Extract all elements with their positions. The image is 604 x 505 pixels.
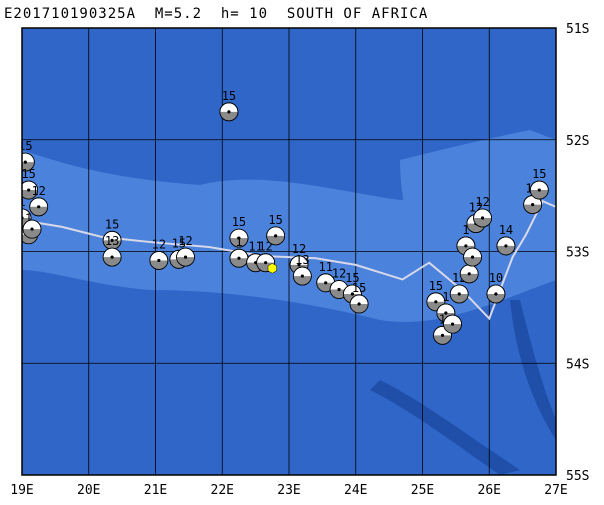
latitude-tick-labels: 51S 52S 53S 54S 55S [566, 22, 589, 484]
focal-mechanism-beachball: 15 [18, 139, 35, 172]
event-depth-label: 13 [295, 253, 309, 267]
event-depth-label: 15 [268, 213, 282, 227]
focal-mechanism-beachball: 15 [219, 89, 239, 122]
focal-mechanism-beachball: 15 [21, 167, 39, 200]
event-depth-label: 15 [172, 236, 186, 250]
focal-mechanism-beachball: 15 [529, 167, 549, 200]
event-depth-label: 15 [222, 89, 236, 103]
event-depth-label: 13 [105, 234, 119, 248]
event-depth-label: 15 [532, 167, 546, 181]
latitude-tick-label: 53S [566, 246, 589, 261]
deep-seafloor-streak [370, 380, 520, 475]
focal-mechanism-beachball: 15 [102, 217, 122, 250]
focal-mechanism-beachball: 13 [292, 253, 312, 286]
focal-mechanism-beachball: 1 [433, 312, 452, 345]
event-depth-label: 1 [235, 235, 242, 249]
event-depth-label: 12 [31, 184, 45, 198]
event-depth-label: 15 [232, 215, 246, 229]
longitude-tick-label: 25E [411, 483, 434, 498]
focal-mechanism-beachball: 10 [486, 271, 506, 304]
longitude-tick-labels: 19E 20E 21E 22E 23E 24E 25E 26E 27E [10, 483, 567, 498]
event-depth-label: 1 [25, 212, 32, 226]
longitude-tick-label: 23E [277, 483, 300, 498]
focal-mechanism-beachball: 15 [349, 281, 369, 314]
event-depth-label: 15 [105, 217, 119, 231]
event-depth-label: 1 [462, 223, 469, 237]
event-depth-label: 12 [292, 242, 306, 256]
focal-mechanism-beachball: 15 [266, 213, 286, 246]
deep-seafloor-streak [510, 300, 556, 440]
longitude-tick-label: 22E [211, 483, 234, 498]
focal-mechanism-beachball: 12 [149, 237, 169, 270]
longitude-tick-label: 26E [478, 483, 501, 498]
event-depth-label: 12 [332, 266, 346, 280]
focal-mechanism-beachball [22, 219, 42, 239]
event-depth-label: 10 [489, 271, 503, 285]
latitude-tick-label: 52S [566, 134, 589, 149]
focal-mechanism-beachball: 1 [229, 235, 249, 268]
event-depth-label: 1 [442, 290, 449, 304]
longitude-tick-label: 19E [10, 483, 33, 498]
event-depth-label: 14 [499, 223, 513, 237]
event-depth-label: 15 [21, 167, 35, 181]
focal-mechanism-beachball: 12 [29, 184, 49, 217]
map-frame [21, 27, 557, 476]
event-depth-label: 11 [248, 240, 262, 254]
focal-mechanism-beachball: 12 [176, 234, 195, 267]
event-depth-label: 15 [18, 139, 32, 153]
event-depth-label: 15 [352, 281, 366, 295]
latitude-tick-label: 54S [566, 357, 589, 372]
latitude-tick-label: 51S [566, 22, 589, 37]
event-depth-label: 12 [152, 237, 166, 251]
focal-mechanism-beachball: 12 [449, 271, 469, 304]
event-depth-label: 15 [429, 279, 443, 293]
longitude-tick-label: 24E [344, 483, 367, 498]
main-event-marker [267, 263, 277, 274]
event-depth-label: 12 [258, 240, 272, 254]
focal-mechanism-beachball [463, 247, 482, 267]
light-seafloor-patch [400, 130, 556, 270]
event-depth-label: 1 [18, 195, 25, 209]
event-depth-label: 15 [345, 271, 359, 285]
latitude-tick-label: 55S [566, 469, 589, 484]
event-depth-label: 11 [318, 260, 332, 274]
focal-mechanism-beachball: 12 [473, 195, 492, 228]
plate-boundary-line [22, 199, 556, 321]
event-depth-label: 12 [475, 195, 489, 209]
event-depth-label: 1 [439, 312, 446, 326]
map-title: E201710190325A M=5.2 h= 10 SOUTH OF AFRI… [4, 6, 429, 22]
focal-mechanism-beachball: 15 [229, 215, 249, 248]
longitude-tick-label: 20E [77, 483, 100, 498]
focal-mechanism-beachball [443, 314, 462, 334]
focal-mechanism-beachball: 13 [102, 234, 122, 267]
focal-mechanism-beachball: 14 [496, 223, 516, 256]
longitude-tick-label: 27E [544, 483, 567, 498]
event-depth-label: 12 [178, 234, 192, 248]
longitude-tick-label: 21E [144, 483, 167, 498]
